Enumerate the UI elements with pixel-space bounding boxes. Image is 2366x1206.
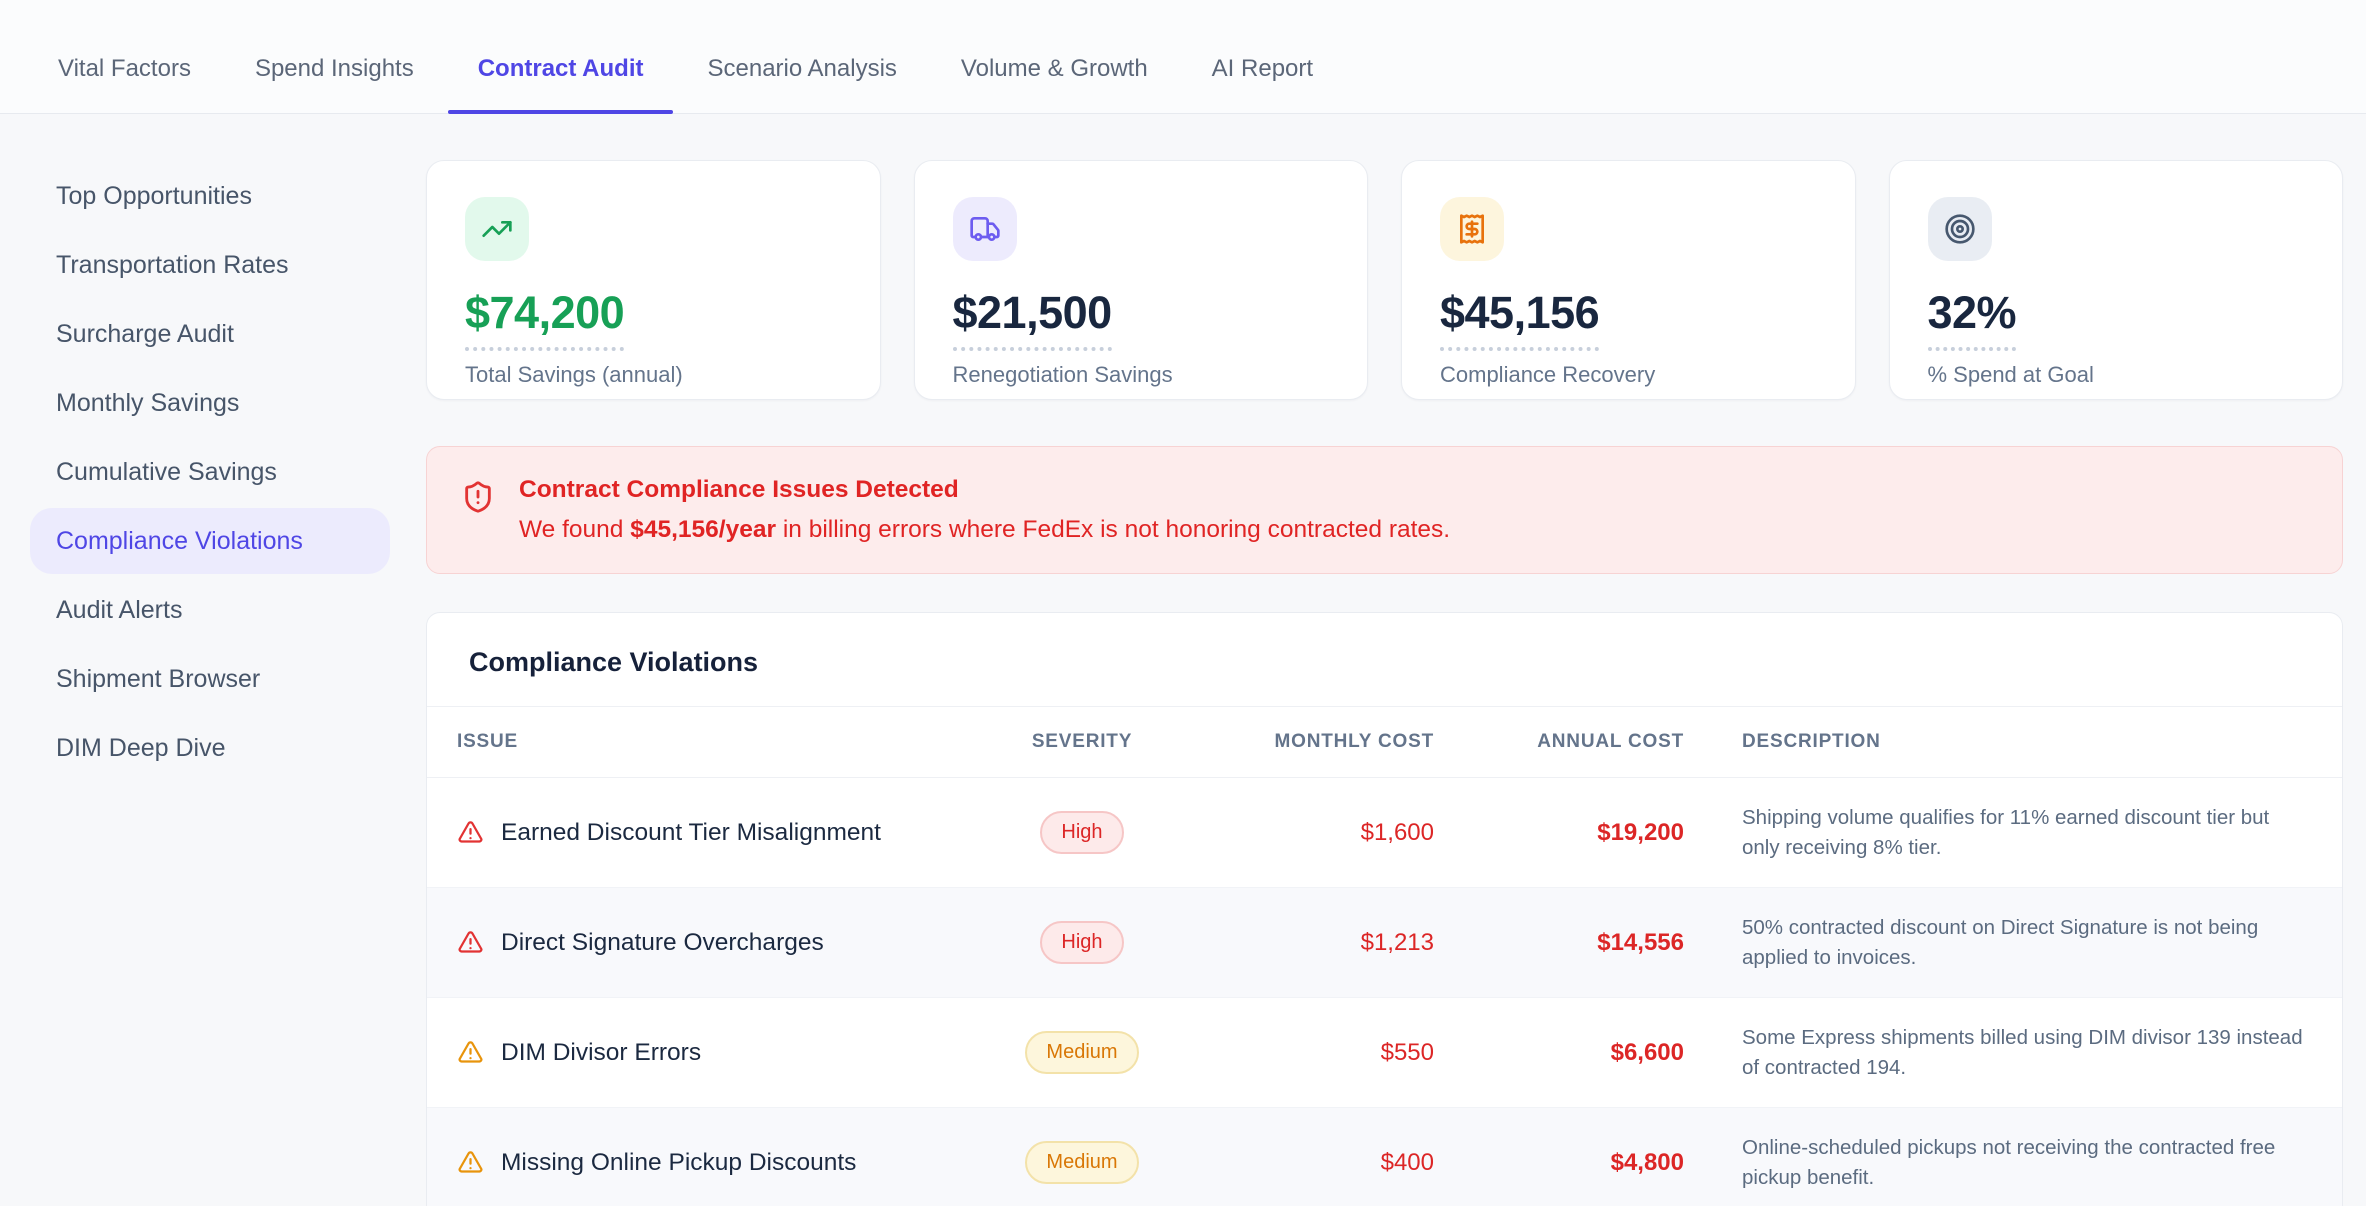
severity-badge: Medium [1025,1141,1139,1184]
warning-triangle-icon [458,1151,483,1173]
receipt-icon [1440,197,1504,261]
truck-icon [952,197,1017,261]
severity-badge: High [1040,811,1124,854]
severity-badge: High [1040,921,1124,964]
column-header-severity: SEVERITY [1031,731,1133,752]
issue-name: DIM Divisor Errors [501,1038,702,1066]
stat-value-total-savings: $74,200 [465,287,625,351]
compliance-violations-table-card: Compliance Violations ISSUE SEVERITY MON… [426,612,2343,1206]
stat-value-spend-at-goal: 32% [1927,287,2017,351]
warning-triangle-icon [458,821,483,843]
monthly-cost: $1,600 [1360,818,1434,846]
tab-contract-audit[interactable]: Contract Audit [447,55,674,114]
sidebar-item-top-opportunities[interactable]: Top Opportunities [56,181,252,210]
sidebar-item-shipment-browser[interactable]: Shipment Browser [56,664,261,693]
table-header-row: ISSUE SEVERITY MONTHLY COST ANNUAL COST … [427,706,2342,778]
stat-value-renegotiation-savings: $21,500 [952,287,1112,351]
sidebar-item-surcharge-audit[interactable]: Surcharge Audit [56,319,234,348]
stat-card-renegotiation-savings: $21,500 Renegotiation Savings [913,160,1368,400]
tab-scenario-analysis[interactable]: Scenario Analysis [707,55,897,82]
table-title: Compliance Violations [469,647,759,677]
stat-label-spend-at-goal: % Spend at Goal [1927,362,2094,387]
issue-description: Shipping volume qualifies for 11% earned… [1742,805,2270,859]
tab-volume-growth[interactable]: Volume & Growth [960,55,1148,82]
sidebar-item-audit-alerts[interactable]: Audit Alerts [56,595,183,624]
target-icon [1927,197,1992,261]
warning-triangle-icon [458,931,483,953]
column-header-annual-cost: ANNUAL COST [1537,731,1684,752]
monthly-cost: $400 [1380,1148,1434,1176]
trending-up-icon [465,197,529,261]
monthly-cost: $550 [1380,1038,1434,1066]
severity-badge: Medium [1025,1031,1139,1074]
table-row: Missing Online Pickup Discounts Medium $… [427,1108,2342,1206]
stat-cards-row: $74,200 Total Savings (annual) $21,500 R… [426,160,2343,400]
compliance-alert-banner: Contract Compliance Issues Detected We f… [426,446,2343,574]
sidebar-item-compliance-violations[interactable]: Compliance Violations [30,508,390,574]
annual-cost: $6,600 [1610,1038,1684,1066]
sidebar-item-monthly-savings[interactable]: Monthly Savings [56,388,240,417]
issue-description: Online-scheduled pickups not receiving t… [1742,1135,2276,1189]
sidebar-item-dim-deep-dive[interactable]: DIM Deep Dive [56,733,226,762]
table-row: Earned Discount Tier Misalignment High $… [427,778,2342,888]
stat-label-total-savings: Total Savings (annual) [465,362,683,387]
top-tab-bar: Vital Factors Spend Insights Contract Au… [0,0,2366,114]
stat-card-spend-at-goal: 32% % Spend at Goal [1888,160,2343,400]
shield-alert-icon [465,481,491,513]
sidebar-item-cumulative-savings[interactable]: Cumulative Savings [56,457,277,486]
issue-name: Direct Signature Overcharges [501,928,824,956]
tab-vital-factors[interactable]: Vital Factors [58,55,191,82]
table-row: Direct Signature Overcharges High $1,213… [427,888,2342,998]
issue-description: Some Express shipments billed using DIM … [1742,1025,2303,1079]
sidebar-item-transportation-rates[interactable]: Transportation Rates [56,250,289,279]
annual-cost: $4,800 [1610,1148,1684,1176]
issue-description: 50% contracted discount on Direct Signat… [1742,915,2259,969]
sidebar: Top Opportunities Transportation Rates S… [0,114,420,1206]
warning-triangle-icon [458,1041,483,1063]
annual-cost: $19,200 [1597,818,1684,846]
stat-label-compliance-recovery: Compliance Recovery [1440,362,1656,387]
content-area: $74,200 Total Savings (annual) $21,500 R… [420,114,2366,1206]
issue-name: Missing Online Pickup Discounts [501,1148,857,1176]
annual-cost: $14,556 [1597,928,1684,956]
column-header-description: DESCRIPTION [1742,731,1881,753]
tab-spend-insights[interactable]: Spend Insights [254,55,414,82]
monthly-cost: $1,213 [1360,928,1434,956]
column-header-monthly-cost: MONTHLY COST [1274,731,1434,752]
alert-message: We found $45,156/year in billing errors … [519,516,1451,543]
column-header-issue: ISSUE [457,731,519,752]
stat-card-compliance-recovery: $45,156 Compliance Recovery [1401,160,1856,400]
tab-ai-report[interactable]: AI Report [1211,55,1314,82]
stat-card-total-savings: $74,200 Total Savings (annual) [426,160,881,400]
alert-title: Contract Compliance Issues Detected [519,476,959,503]
table-row: DIM Divisor Errors Medium $550 $6,600 So… [427,998,2342,1108]
issue-name: Earned Discount Tier Misalignment [501,818,881,846]
stat-value-compliance-recovery: $45,156 [1440,287,1600,351]
stat-label-renegotiation-savings: Renegotiation Savings [952,362,1173,387]
